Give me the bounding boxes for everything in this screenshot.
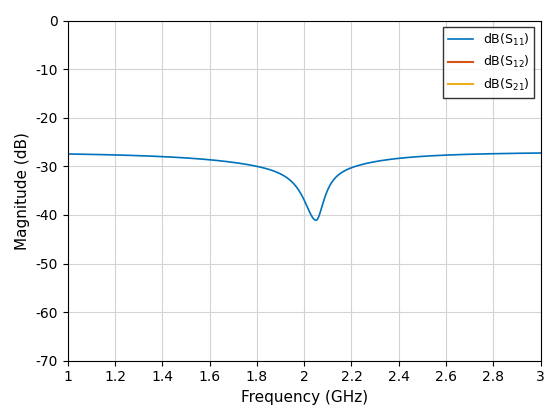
dB(S$_{11}$) <box>93 152 100 157</box>
dB(S$_{12}$) <box>64 18 71 23</box>
dB(S$_{11}$) <box>537 150 544 155</box>
Y-axis label: Magnitude (dB): Magnitude (dB) <box>15 132 30 249</box>
dB(S$_{12}$) <box>537 18 544 23</box>
dB(S$_{11}$) <box>296 188 302 193</box>
dB(S$_{11}$) <box>84 152 91 157</box>
dB(S$_{21}$) <box>296 18 302 23</box>
dB(S$_{12}$) <box>93 18 100 23</box>
dB(S$_{21}$) <box>67 18 73 23</box>
dB(S$_{12}$) <box>157 18 164 23</box>
dB(S$_{11}$) <box>64 152 71 157</box>
dB(S$_{12}$) <box>512 18 519 23</box>
dB(S$_{21}$) <box>157 18 164 23</box>
dB(S$_{21}$) <box>93 18 100 23</box>
dB(S$_{21}$) <box>64 18 71 23</box>
Legend: dB(S$_{11}$), dB(S$_{12}$), dB(S$_{21}$): dB(S$_{11}$), dB(S$_{12}$), dB(S$_{21}$) <box>442 27 534 97</box>
dB(S$_{12}$) <box>67 18 73 23</box>
dB(S$_{11}$) <box>512 151 519 156</box>
dB(S$_{12}$) <box>296 18 302 23</box>
dB(S$_{12}$) <box>84 18 91 23</box>
X-axis label: Frequency (GHz): Frequency (GHz) <box>241 390 368 405</box>
dB(S$_{21}$) <box>84 18 91 23</box>
dB(S$_{11}$) <box>312 218 319 223</box>
Line: dB(S$_{11}$): dB(S$_{11}$) <box>68 153 540 220</box>
dB(S$_{11}$) <box>157 154 164 159</box>
dB(S$_{21}$) <box>537 18 544 23</box>
dB(S$_{11}$) <box>67 152 73 157</box>
dB(S$_{21}$) <box>512 18 519 23</box>
